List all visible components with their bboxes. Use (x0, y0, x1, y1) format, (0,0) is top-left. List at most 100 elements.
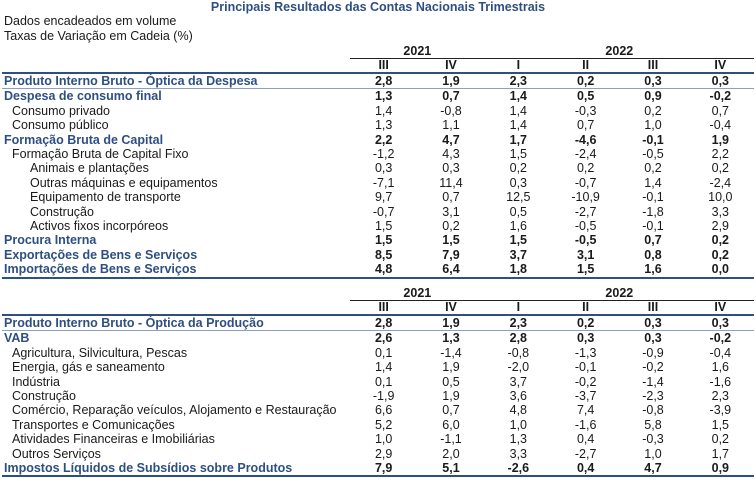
value-cell: 1,5 (711, 417, 730, 432)
value-cell: -2,7 (574, 446, 597, 461)
table-row: Importações de Bens e Serviços 4,8 6,4 1,8 1… (2, 262, 754, 279)
value-cell: 1,9 (417, 314, 485, 332)
table-row: Agricultura, Silvicultura, Pescas 0,1 -1,4… (2, 346, 754, 360)
value-cell: 0,2 (644, 103, 662, 118)
value-cell: 2,2 (374, 132, 393, 147)
year-2021: 2021 (350, 44, 485, 59)
value-cell: 1,5 (551, 262, 620, 279)
value-cell: 0,3 (619, 72, 687, 90)
value-cell: -0,5 (574, 219, 597, 234)
value-cell: 1,6 (711, 360, 730, 375)
value-cell: -1,3 (574, 345, 597, 360)
value-cell: 0,2 (551, 314, 620, 332)
value-cell: -4,6 (574, 132, 597, 147)
row-label: Consumo público (12, 118, 109, 133)
value-cell: 4,8 (509, 403, 528, 418)
value-cell: 0,4 (551, 461, 620, 478)
value-cell: 1,5 (374, 219, 393, 234)
year-2022: 2022 (484, 44, 754, 59)
value-cell: 1,0 (644, 118, 662, 133)
value-cell: 0,3 (644, 331, 662, 346)
value-cell: 0,3 (576, 331, 595, 346)
row-label: Impostos Líquidos de Subsídios sobre Pro… (2, 461, 350, 478)
value-cell: -0,5 (574, 233, 597, 248)
table-row: Indústria 0,1 0,5 3,7 -0,2 -1,4 -1,6 (2, 375, 754, 389)
value-cell: 0,0 (686, 262, 754, 279)
row-label: Formação Bruta de Capital (4, 132, 164, 147)
value-cell: -1,9 (372, 389, 395, 404)
row-label: Outras máquinas e equipamentos (30, 175, 218, 190)
value-cell: 6,0 (442, 417, 460, 432)
value-cell: 2,9 (374, 446, 393, 461)
value-cell: 0,7 (711, 103, 730, 118)
value-cell: -0,3 (642, 432, 664, 447)
value-cell: 1,5 (374, 233, 393, 248)
value-cell: 6,4 (417, 262, 485, 279)
value-cell: -2,0 (507, 360, 530, 375)
value-cell: 0,7 (442, 403, 460, 418)
table-row: Equipamento de transporte 9,7 0,7 12,5 -10,9… (2, 190, 754, 204)
value-cell: 2,8 (350, 314, 418, 332)
value-cell: -1,6 (574, 417, 597, 432)
value-cell: -0,2 (709, 331, 732, 346)
value-cell: -1,6 (709, 374, 732, 389)
value-cell: 1,4 (509, 118, 528, 133)
quarter-header: III (647, 300, 659, 314)
value-cell: 1,6 (509, 219, 528, 234)
value-cell: 12,5 (506, 190, 531, 205)
value-cell: 1,3 (374, 89, 393, 104)
value-cell: 7,9 (350, 461, 418, 478)
value-cell: 0,2 (576, 161, 595, 176)
table-row: Despesa de consumo final 1,3 0,7 1,4 0,5 0,9 -… (2, 89, 754, 104)
page-title: Principais Resultados das Contas Naciona… (210, 0, 546, 14)
year-2022: 2022 (484, 286, 754, 301)
table-row: Impostos Líquidos de Subsídios sobre Pro… (2, 461, 754, 478)
table-row: Activos fixos incorpóreos 1,5 0,2 1,6 -0,5 -0… (2, 219, 754, 233)
value-cell: 0,2 (644, 161, 662, 176)
table-row: Consumo privado 1,4 -0,8 1,4 -0,3 0,2 0,7 (2, 104, 754, 118)
value-cell: -0,2 (642, 360, 664, 375)
value-cell: -1,1 (440, 432, 462, 447)
value-cell: 0,2 (711, 233, 730, 248)
value-cell: 7,9 (442, 247, 460, 262)
value-cell: 8,5 (374, 247, 393, 262)
table-row: Outras máquinas e equipamentos -7,1 11,4 0,… (2, 176, 754, 190)
row-label: Procura Interna (4, 233, 97, 248)
year-header-row: 2021 2022 (2, 286, 754, 301)
value-cell: 3,1 (442, 204, 460, 219)
row-label: Construção (30, 204, 94, 219)
value-cell: -0,2 (709, 89, 732, 104)
row-label: Formação Bruta de Capital Fixo (12, 147, 189, 162)
quarter-header: III (378, 58, 389, 72)
value-cell: 2,8 (509, 331, 528, 346)
value-cell: 1,4 (374, 103, 393, 118)
value-cell: -0,3 (574, 103, 597, 118)
value-cell: -0,1 (574, 360, 597, 375)
value-cell: 0,3 (686, 314, 754, 332)
value-cell: 1,3 (442, 331, 460, 346)
value-cell: -0,2 (574, 374, 597, 389)
value-cell: -1,8 (642, 204, 664, 219)
value-cell: 6,6 (374, 403, 393, 418)
value-cell: -3,7 (574, 389, 597, 404)
value-cell: -0,8 (440, 103, 462, 118)
value-cell: 2,0 (442, 446, 460, 461)
row-label: Transportes e Comunicações (12, 417, 175, 432)
value-cell: 0,2 (442, 219, 460, 234)
value-cell: -1,2 (372, 147, 395, 162)
value-cell: 0,3 (442, 161, 460, 176)
value-cell: 1,0 (509, 417, 528, 432)
value-cell: -2,4 (709, 175, 732, 190)
value-cell: 3,6 (509, 389, 528, 404)
quarter-header: IV (714, 58, 727, 72)
table-row: Transportes e Comunicações 5,2 6,0 1,0 -1,6 5… (2, 418, 754, 432)
row-label: Agricultura, Silvicultura, Pescas (12, 345, 188, 360)
value-cell: 0,2 (711, 161, 730, 176)
value-cell: 0,9 (686, 461, 754, 478)
value-cell: 2,3 (711, 389, 730, 404)
results-table-expenditure: 2021 2022 III IV I II III IV Produto Int… (2, 44, 754, 279)
value-cell: -1,4 (440, 345, 462, 360)
value-cell: 3,3 (509, 446, 528, 461)
value-cell: 0,9 (644, 89, 662, 104)
value-cell: 1,4 (509, 89, 528, 104)
